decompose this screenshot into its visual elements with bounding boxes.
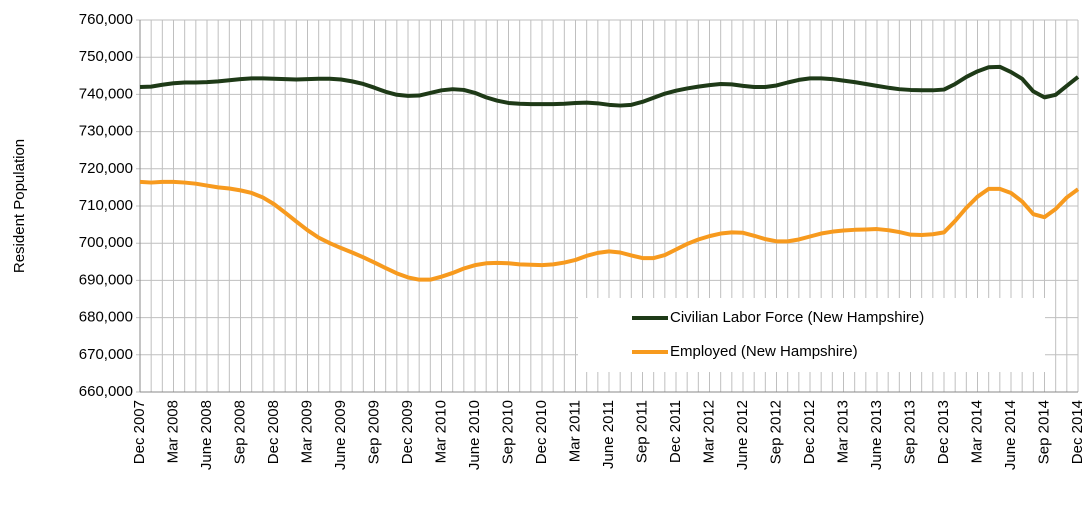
- legend-label: Employed (New Hampshire): [670, 343, 858, 360]
- x-tick-label: Mar 2013: [834, 400, 851, 463]
- legend-label: Civilian Labor Force (New Hampshire): [670, 309, 924, 326]
- y-tick-label: 700,000: [79, 234, 133, 251]
- x-tick-label: Mar 2014: [968, 400, 985, 463]
- x-tick-label: Dec 2013: [935, 400, 952, 464]
- x-tick-label: Sep 2013: [901, 400, 918, 464]
- y-tick-label: 750,000: [79, 48, 133, 65]
- x-tick-label: Sep 2008: [231, 400, 248, 464]
- x-tick-label: Dec 2008: [265, 400, 282, 464]
- y-tick-label: 730,000: [79, 123, 133, 140]
- y-tick-label: 710,000: [79, 197, 133, 214]
- legend-box: [578, 298, 1045, 372]
- x-tick-label: Sep 2014: [1035, 400, 1052, 464]
- x-tick-label: June 2009: [332, 400, 349, 470]
- x-tick-label: Dec 2014: [1069, 400, 1085, 464]
- x-tick-label: Mar 2010: [432, 400, 449, 463]
- x-tick-label: Sep 2012: [767, 400, 784, 464]
- series-line: [139, 64, 1080, 108]
- x-tick-label: June 2011: [600, 400, 617, 469]
- y-tick-label: 740,000: [79, 85, 133, 102]
- x-tick-label: Mar 2011: [566, 400, 583, 462]
- x-tick-label: Dec 2012: [801, 400, 818, 464]
- x-tick-label: Mar 2009: [298, 400, 315, 463]
- y-tick-label: 690,000: [79, 271, 133, 288]
- y-tick-label: 760,000: [79, 11, 133, 28]
- y-tick-label: 720,000: [79, 160, 133, 177]
- x-tick-label: June 2012: [734, 400, 751, 470]
- y-tick-label: 670,000: [79, 346, 133, 363]
- x-tick-label: June 2010: [466, 400, 483, 470]
- x-tick-label: Mar 2012: [700, 400, 717, 463]
- x-tick-label: June 2014: [1002, 400, 1019, 470]
- x-tick-label: June 2008: [198, 400, 215, 470]
- x-tick-label: Mar 2008: [164, 400, 181, 463]
- x-tick-label: Sep 2009: [365, 400, 382, 464]
- x-tick-label: Dec 2007: [131, 400, 148, 464]
- x-tick-label: Dec 2011: [667, 400, 684, 463]
- y-tick-label: 680,000: [79, 309, 133, 326]
- y-axis-label: Resident Population: [11, 139, 28, 273]
- x-tick-label: Dec 2009: [399, 400, 416, 464]
- x-tick-label: Dec 2010: [533, 400, 550, 464]
- x-tick-label: Sep 2011: [633, 400, 650, 463]
- x-tick-label: June 2013: [868, 400, 885, 470]
- series-line: [139, 179, 1080, 282]
- x-tick-label: Sep 2010: [499, 400, 516, 464]
- y-tick-label: 660,000: [79, 383, 133, 400]
